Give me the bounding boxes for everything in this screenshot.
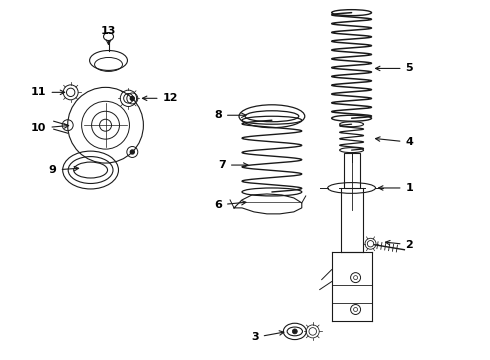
Circle shape xyxy=(130,150,134,154)
Text: 6: 6 xyxy=(214,200,246,210)
Text: 4: 4 xyxy=(375,137,413,147)
Text: 9: 9 xyxy=(49,165,78,175)
Text: 12: 12 xyxy=(143,93,178,103)
Text: 13: 13 xyxy=(101,26,116,45)
Text: 7: 7 xyxy=(218,160,248,170)
Text: 5: 5 xyxy=(375,63,413,73)
Text: 8: 8 xyxy=(214,110,246,120)
Text: 1: 1 xyxy=(378,183,413,193)
Circle shape xyxy=(293,329,297,334)
Text: 2: 2 xyxy=(386,240,413,250)
Text: 10: 10 xyxy=(31,123,69,133)
Circle shape xyxy=(130,96,134,100)
Text: 3: 3 xyxy=(251,331,284,342)
Text: 11: 11 xyxy=(31,87,65,97)
